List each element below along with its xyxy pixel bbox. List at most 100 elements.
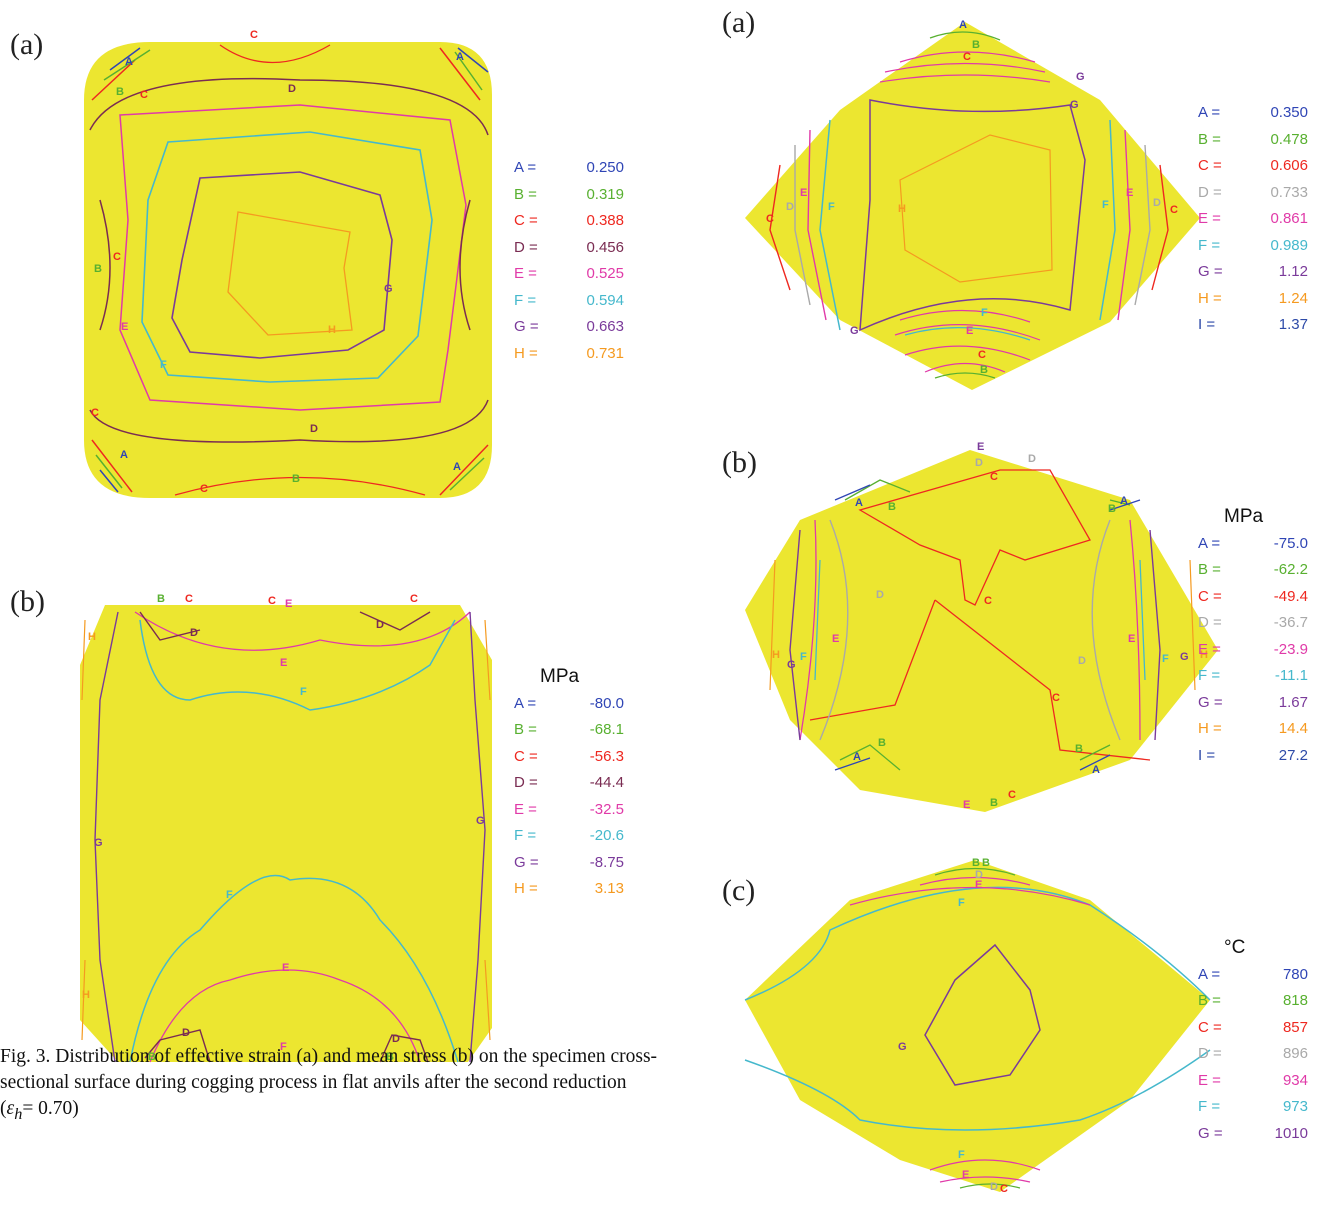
svg-text:D: D <box>288 83 296 95</box>
legend-key: I = <box>1198 746 1216 764</box>
svg-text:C: C <box>984 595 992 607</box>
legend-key: E = <box>514 265 537 282</box>
svg-text:B: B <box>972 39 980 51</box>
legend-key: B = <box>514 721 537 738</box>
svg-text:E: E <box>975 879 982 891</box>
svg-text:D: D <box>876 589 884 601</box>
legend-value: 3.13 <box>594 880 624 897</box>
svg-text:C: C <box>268 595 276 607</box>
caption-symbol: ε <box>6 1098 15 1119</box>
svg-text:E: E <box>800 187 807 199</box>
svg-text:B: B <box>972 857 980 869</box>
svg-text:E: E <box>121 321 128 333</box>
svg-text:D: D <box>1028 453 1036 465</box>
legend-row: D = -36.7 <box>1198 610 1308 637</box>
svg-text:G: G <box>384 283 393 295</box>
legend-row: D = 0.456 <box>514 235 624 262</box>
right-c-unit: °C <box>1224 937 1246 958</box>
legend-row: H = 0.731 <box>514 341 624 368</box>
svg-text:E: E <box>832 633 839 645</box>
svg-text:D: D <box>376 619 384 631</box>
legend-value: 0.733 <box>1270 183 1308 201</box>
svg-text:F: F <box>958 1149 965 1161</box>
svg-text:A: A <box>453 461 461 473</box>
svg-text:F: F <box>300 686 307 698</box>
svg-text:D: D <box>310 423 318 435</box>
legend-key: H = <box>514 880 538 897</box>
legend-value: -75.0 <box>1273 534 1308 552</box>
legend-value: -80.0 <box>589 694 624 712</box>
legend-row: E = -23.9 <box>1198 637 1308 664</box>
legend-value: 0.731 <box>586 344 624 362</box>
svg-text:F: F <box>828 201 835 213</box>
legend-row: E = -32.5 <box>514 797 624 824</box>
svg-text:F: F <box>958 897 965 909</box>
svg-text:A: A <box>1120 495 1128 507</box>
legend-key: E = <box>1198 1071 1221 1089</box>
svg-text:A: A <box>1092 764 1100 776</box>
svg-text:B: B <box>157 593 165 605</box>
legend-value: 0.478 <box>1270 130 1308 148</box>
svg-text:C: C <box>766 213 774 225</box>
svg-text:B: B <box>386 1051 394 1063</box>
legend-key: H = <box>1198 720 1222 737</box>
svg-text:G: G <box>476 815 485 827</box>
legend-key: B = <box>514 185 537 203</box>
legend-row: G = 1.12 <box>1198 259 1308 286</box>
legend-value: 0.606 <box>1270 157 1308 174</box>
svg-text:B: B <box>982 857 990 869</box>
legend-value: 1.37 <box>1278 316 1308 333</box>
svg-text:B: B <box>980 364 988 376</box>
svg-text:D: D <box>1153 197 1161 209</box>
legend-key: I = <box>1198 316 1216 333</box>
legend-value: 0.250 <box>586 159 624 176</box>
legend-row: A = 0.350 <box>1198 100 1308 127</box>
legend-row: A = 0.250 <box>514 155 624 182</box>
svg-text:D: D <box>975 457 983 469</box>
left-b-legend: MPa A = -80.0 B = -68.1 C = -56.3 D = -44.4 E = -… <box>514 664 624 903</box>
svg-text:H: H <box>898 203 906 215</box>
legend-row: I = 27.2 <box>1198 743 1308 770</box>
svg-text:G: G <box>898 1041 907 1053</box>
caption-suffix: = 0.70) <box>22 1098 79 1119</box>
legend-key: D = <box>1198 183 1222 201</box>
svg-text:A: A <box>120 449 128 461</box>
legend-value: -11.1 <box>1274 667 1308 684</box>
legend-key: B = <box>1198 130 1221 148</box>
legend-row: C = 0.606 <box>1198 153 1308 180</box>
legend-value: 0.594 <box>586 291 624 309</box>
legend-key: A = <box>514 159 537 176</box>
legend-key: A = <box>514 694 537 712</box>
legend-value: 0.989 <box>1270 236 1308 254</box>
right-b-label: (b) <box>722 446 757 479</box>
legend-key: E = <box>1198 640 1221 658</box>
legend-key: G = <box>514 853 539 871</box>
svg-text:F: F <box>800 651 807 663</box>
left-b-unit: MPa <box>540 666 580 687</box>
svg-text:E: E <box>966 325 973 337</box>
legend-value: 780 <box>1282 965 1308 983</box>
svg-text:F: F <box>981 307 988 319</box>
legend-row: F = 0.989 <box>1198 233 1308 260</box>
svg-text:H: H <box>82 989 90 1001</box>
legend-row: E = 0.525 <box>514 261 624 288</box>
legend-key: H = <box>1198 289 1222 307</box>
legend-key: B = <box>1198 561 1221 578</box>
right-c-legend: °C A = 780 B = 818 C = 857 D = 896 E = 934 F = 973 G… <box>1198 935 1308 1147</box>
legend-key: C = <box>514 212 538 229</box>
legend-value: 1.12 <box>1278 263 1308 280</box>
right-b-legend: MPa A = -75.0 B = -62.2 C = -49.4 D = -36.7 E = -… <box>1198 504 1308 769</box>
legend-row: G = -8.75 <box>514 850 624 877</box>
legend-row: B = 818 <box>1198 988 1308 1015</box>
svg-text:E: E <box>280 657 287 669</box>
svg-text:C: C <box>250 29 258 41</box>
legend-row: D = 896 <box>1198 1041 1308 1068</box>
svg-text:E: E <box>963 799 970 811</box>
svg-text:C: C <box>978 349 986 361</box>
svg-text:F: F <box>1102 199 1109 211</box>
svg-text:B: B <box>878 737 886 749</box>
legend-row: C = 0.388 <box>514 208 624 235</box>
legend-key: D = <box>514 238 538 256</box>
legend-value: 818 <box>1282 992 1308 1009</box>
